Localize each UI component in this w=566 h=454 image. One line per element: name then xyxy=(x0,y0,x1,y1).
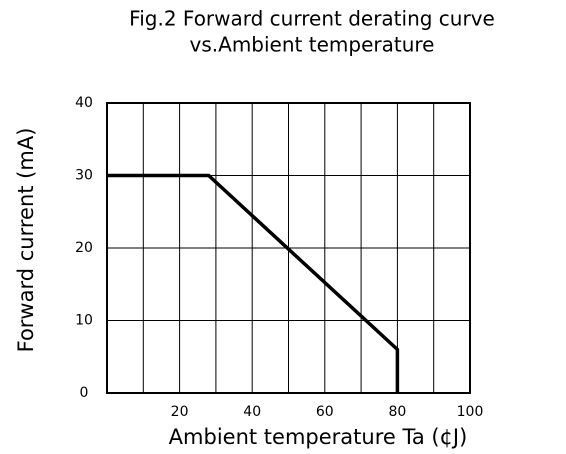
chart-subtitle: vs.Ambient temperature xyxy=(190,33,435,57)
chart-title: Fig.2 Forward current derating curve xyxy=(129,7,495,31)
x-tick-label: 80 xyxy=(388,404,406,420)
x-tick-label: 100 xyxy=(457,404,484,420)
y-tick-label: 30 xyxy=(75,168,93,184)
x-axis-label: Ambient temperature Ta (¢J) xyxy=(169,425,468,449)
y-tick-label: 0 xyxy=(80,385,89,401)
y-tick-label: 20 xyxy=(75,240,93,256)
y-axis-label: Forward current (mA) xyxy=(14,128,38,353)
x-tick-label: 20 xyxy=(171,404,189,420)
y-tick-label: 10 xyxy=(75,313,93,329)
x-tick-label: 40 xyxy=(243,404,261,420)
x-tick-label: 60 xyxy=(316,404,334,420)
data-line xyxy=(107,173,400,393)
plot-border xyxy=(106,102,471,394)
y-tick-label: 40 xyxy=(75,95,93,111)
